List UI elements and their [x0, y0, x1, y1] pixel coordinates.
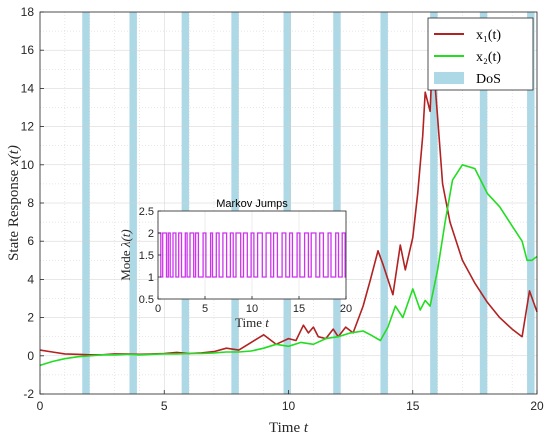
x-tick-label: 5: [161, 399, 168, 413]
x-tick-label: 0: [37, 399, 44, 413]
main-y-label-prefix: State Response: [6, 169, 22, 261]
inset-x-tick-label: 10: [246, 303, 258, 315]
main-y-label-var: x(t): [6, 145, 22, 167]
y-tick-label: 12: [21, 120, 35, 134]
main-x-ticks: 0 5 10 15 20: [37, 390, 544, 413]
inset-x-label-prefix: Time: [235, 315, 262, 330]
series-line-x2: [39, 164, 538, 367]
y-tick-label: 8: [27, 196, 34, 210]
inset-title: Markov Jumps: [216, 198, 288, 210]
y-tick-label: 0: [27, 349, 34, 363]
y-tick-label: 16: [21, 43, 35, 57]
inset-y-axis-label: Mode λ(t): [118, 229, 133, 281]
main-series: [39, 53, 538, 367]
legend-label-x1: x₁(t): [476, 28, 501, 43]
inset-chart: 0 5 10 15 20 0.5 1 1.5 2 2.5 Markov Jumps Time t…: [118, 198, 352, 330]
inset-y-tick-label: 1.5: [139, 250, 154, 262]
inset-x-ticks: 0 5 10 15 20: [155, 296, 352, 315]
legend: x₁(t) x₂(t) DoS: [427, 17, 534, 91]
y-tick-label: 14: [21, 81, 35, 95]
main-x-label-prefix: Time: [269, 420, 300, 436]
y-tick-label: -2: [23, 387, 34, 401]
inset-x-label-var: t: [265, 315, 269, 330]
y-tick-label: 18: [21, 5, 35, 19]
inset-y-label-prefix: Mode: [118, 250, 133, 281]
inset-y-tick-label: 2: [148, 228, 154, 240]
inset-y-tick-label: 0.5: [139, 294, 154, 306]
main-y-axis-label: State Response x(t): [6, 145, 22, 261]
inset-y-tick-label: 2.5: [139, 206, 154, 218]
legend-label-x2: x₂(t): [476, 50, 501, 65]
x-tick-label: 15: [406, 399, 420, 413]
inset-y-label-var: λ(t): [118, 229, 133, 248]
x-tick-label: 10: [282, 399, 296, 413]
inset-x-tick-label: 5: [202, 303, 208, 315]
main-x-label-var: t: [304, 420, 309, 436]
inset-y-ticks: 0.5 1 1.5 2 2.5: [139, 206, 161, 306]
legend-label-dos: DoS: [476, 72, 501, 87]
y-tick-label: 2: [27, 311, 34, 325]
x-tick-label: 20: [530, 399, 544, 413]
main-y-ticks: -2 0 2 4 6 8 10 12 14 16 18: [21, 5, 44, 401]
inset-y-tick-label: 1: [148, 272, 154, 284]
inset-series: [158, 232, 346, 278]
y-tick-label: 4: [27, 272, 34, 286]
mode-step-line: [158, 232, 346, 278]
inset-x-tick-label: 0: [155, 303, 161, 315]
legend-swatch-dos: [434, 72, 464, 84]
y-tick-label: 6: [27, 234, 34, 248]
y-tick-label: 10: [21, 158, 35, 172]
inset-x-axis-label: Time t: [235, 315, 269, 330]
inset-x-tick-label: 15: [293, 303, 305, 315]
inset-x-tick-label: 20: [340, 303, 352, 315]
main-x-axis-label: Time t: [269, 420, 309, 436]
